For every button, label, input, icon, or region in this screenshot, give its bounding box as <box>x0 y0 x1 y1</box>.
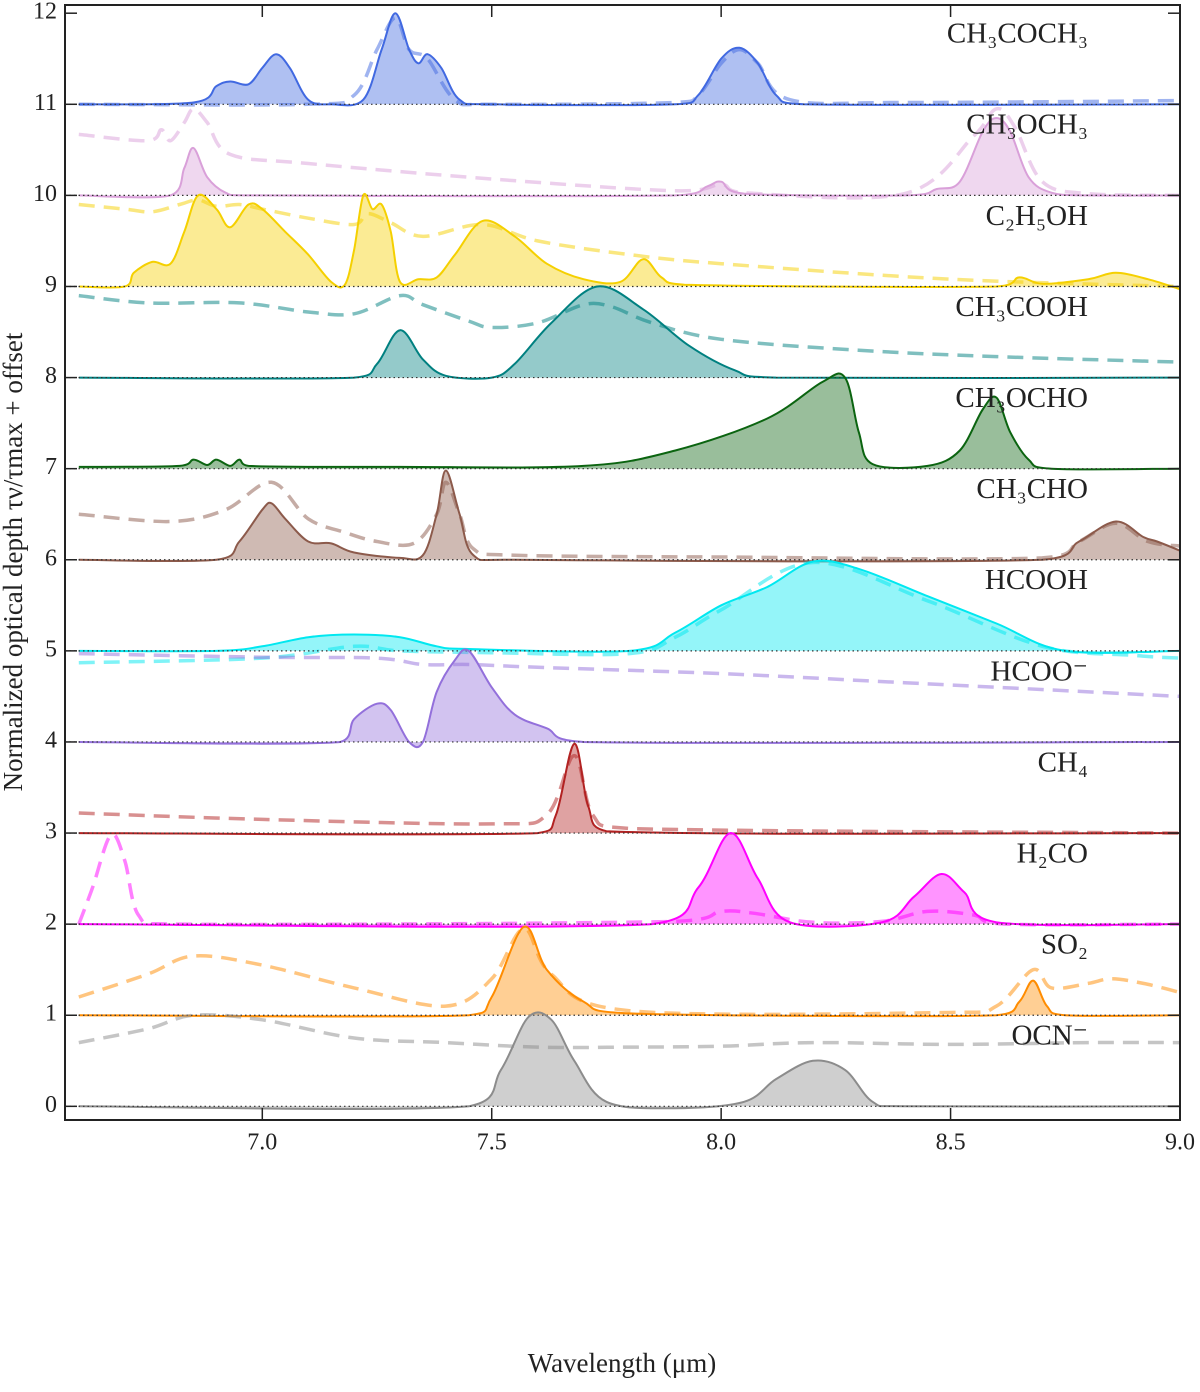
x-tick-label: 7.0 <box>247 1130 277 1156</box>
x-tick-label: 8.0 <box>706 1130 736 1156</box>
reference-line <box>77 832 1180 927</box>
y-tick-label: 10 <box>33 181 57 207</box>
species-label: CH₄ <box>1038 746 1088 778</box>
reference-line <box>78 1012 1180 1050</box>
spectrum-line <box>78 559 1180 654</box>
reference-line <box>78 198 1180 289</box>
spectrum-line <box>78 742 1180 836</box>
x-tick-label: 7.5 <box>477 1130 507 1156</box>
y-tick-label: 4 <box>45 727 57 753</box>
spectrum-line <box>78 832 1180 928</box>
y-tick-label: 6 <box>45 545 57 571</box>
x-tick-label: 9.0 <box>1165 1130 1195 1156</box>
reference-line <box>78 926 1180 1017</box>
spectrum-line <box>78 1011 1180 1111</box>
spectrum-line <box>78 192 1180 291</box>
species-label: H₂CO <box>1017 837 1088 869</box>
species-label: OCN⁻ <box>1011 1020 1088 1052</box>
spectrum-line <box>78 469 1180 563</box>
y-tick-label: 0 <box>45 1092 57 1118</box>
plot-frame <box>64 4 1181 1121</box>
reference-line <box>78 106 1180 200</box>
x-tick-label: 8.5 <box>936 1130 966 1156</box>
y-axis-label: Normalized optical depth τν/τmax + offse… <box>0 332 28 791</box>
spectrum-line <box>78 372 1180 471</box>
species-label: CH₃OCHO <box>955 382 1088 414</box>
species-label: SO₂ <box>1041 929 1088 961</box>
spectrum-area <box>78 286 1180 379</box>
reference-line <box>78 560 1180 665</box>
species-label: C₂H₅OH <box>986 200 1088 232</box>
spectrum-area <box>78 743 1180 835</box>
spectrum-area <box>78 649 1180 748</box>
plot-area <box>65 12 1180 1111</box>
reference-line <box>78 293 1180 364</box>
spectrum-line <box>78 925 1180 1018</box>
y-tick-label: 1 <box>45 1001 57 1027</box>
spectrum-area <box>78 833 1180 927</box>
x-axis-label: Wavelength (μm) <box>528 1348 717 1378</box>
y-tick-label: 5 <box>45 636 57 662</box>
spectrum-area <box>78 118 1180 198</box>
spectrum-area <box>78 926 1180 1017</box>
reference-line <box>78 651 1180 699</box>
y-tick-label: 7 <box>45 454 57 480</box>
species-label: HCOO⁻ <box>991 655 1088 687</box>
y-tick-label: 12 <box>33 0 57 25</box>
spectrum-line <box>78 116 1180 199</box>
y-tick-label: 3 <box>45 819 57 845</box>
reference-line <box>78 753 1180 835</box>
y-tick-label: 11 <box>34 90 57 116</box>
species-label: CH₃COCH₃ <box>947 18 1088 50</box>
y-tick-label: 8 <box>45 363 57 389</box>
species-label: CH₃OCH₃ <box>966 109 1088 141</box>
spectrum-line <box>78 285 1180 380</box>
spectrum-area <box>78 193 1180 290</box>
y-tick-label: 9 <box>45 272 57 298</box>
y-tick-label: 2 <box>45 910 57 936</box>
spectrum-area <box>78 560 1180 653</box>
species-label: CH₃CHO <box>976 473 1088 505</box>
species-label: CH₃COOH <box>955 291 1088 323</box>
species-label: HCOOH <box>985 564 1088 596</box>
spectrum-line <box>78 12 1180 107</box>
